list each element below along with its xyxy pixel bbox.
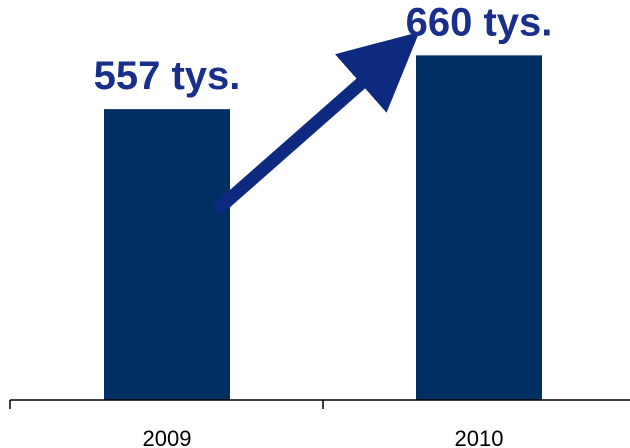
x-axis-ticks [9, 400, 324, 409]
data-label-2009: 557 tys. [94, 54, 241, 98]
bar-2010 [416, 55, 542, 401]
data-label-2010: 660 tys. [406, 0, 553, 44]
x-axis-tick-labels: 2009 2010 [143, 426, 504, 448]
x-tick-label-2009: 2009 [143, 426, 192, 448]
bar-2009 [104, 109, 230, 401]
bars-group [104, 55, 542, 401]
x-tick-label-2010: 2010 [455, 426, 504, 448]
growth-arrow [212, 31, 420, 215]
data-labels: 557 tys. 660 tys. [94, 0, 553, 98]
